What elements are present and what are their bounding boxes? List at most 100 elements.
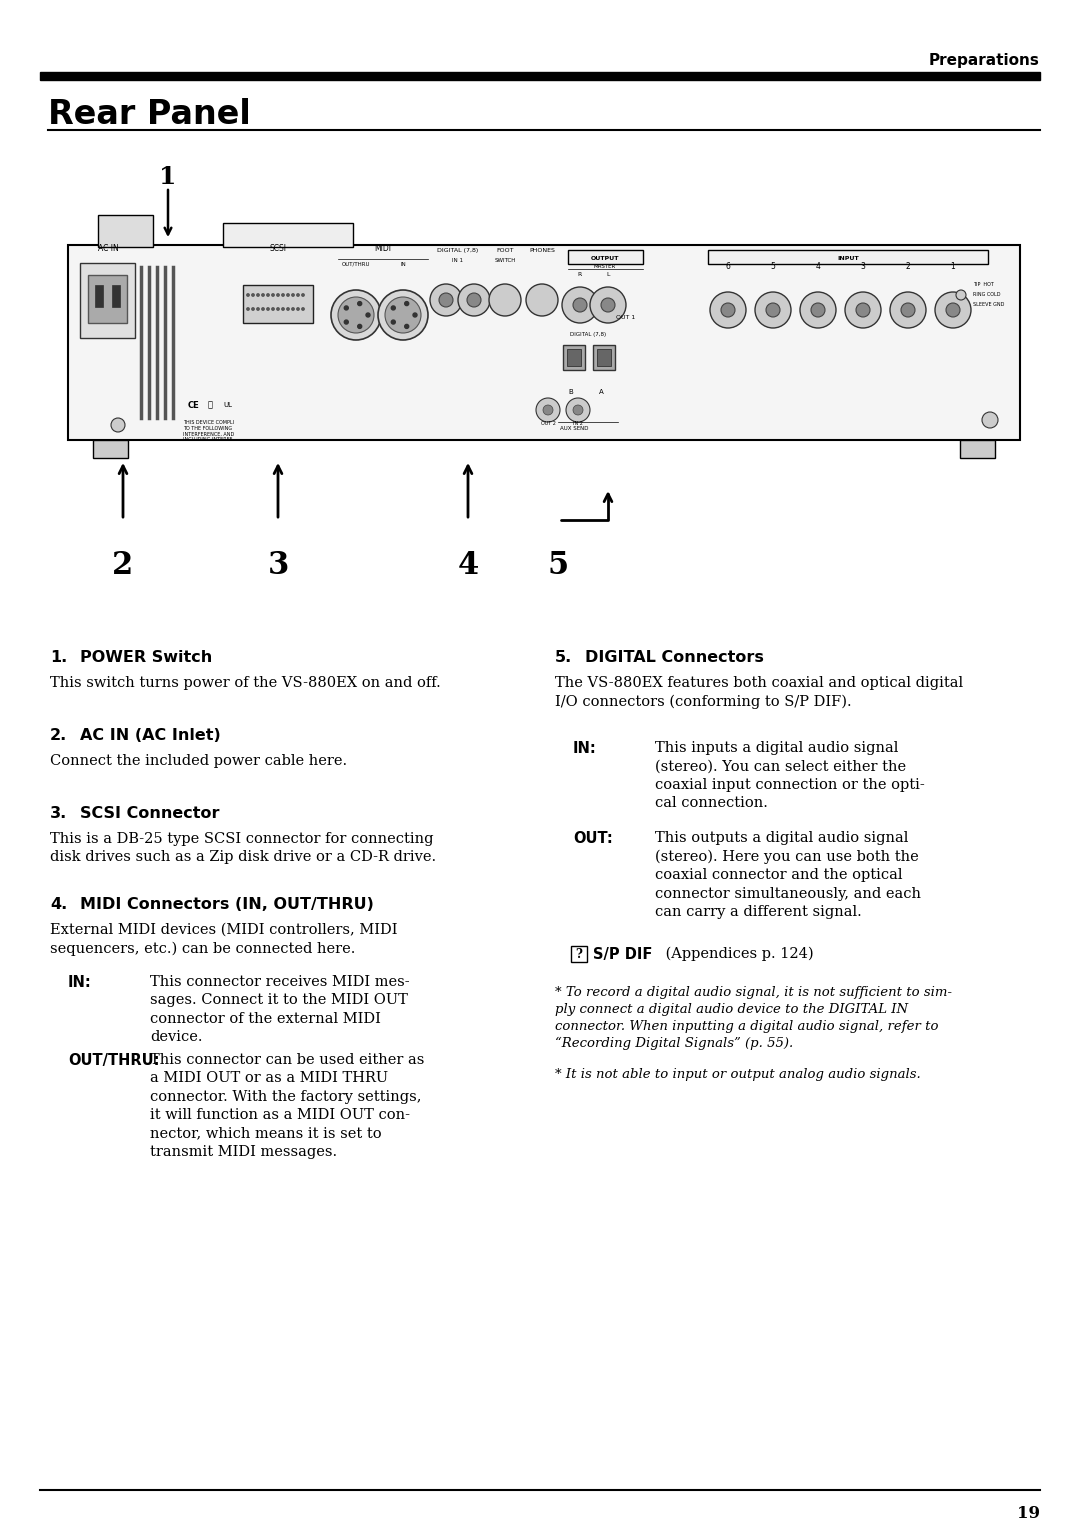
Text: This connector receives MIDI mes-
sages. Connect it to the MIDI OUT
connector of: This connector receives MIDI mes- sages.… [150, 975, 409, 1044]
Circle shape [267, 293, 269, 296]
Circle shape [292, 307, 294, 310]
Text: A: A [598, 390, 604, 396]
Bar [40, 72, 1040, 79]
Bar [571, 946, 588, 963]
Text: PHONES: PHONES [529, 248, 555, 254]
Circle shape [282, 293, 284, 296]
Circle shape [489, 284, 521, 316]
Circle shape [543, 405, 553, 416]
Circle shape [413, 313, 417, 316]
Circle shape [755, 292, 791, 329]
Bar [87, 275, 127, 322]
Circle shape [566, 397, 590, 422]
Circle shape [345, 319, 348, 324]
Bar [567, 348, 581, 367]
Text: * To record a digital audio signal, it is not sufficient to sim-
ply connect a d: * To record a digital audio signal, it i… [555, 986, 951, 1050]
Circle shape [366, 313, 370, 316]
Circle shape [111, 419, 125, 432]
Text: AUX SEND: AUX SEND [561, 425, 589, 431]
Text: UL: UL [222, 402, 232, 408]
Circle shape [257, 293, 259, 296]
Circle shape [287, 293, 289, 296]
Text: 3: 3 [861, 261, 865, 270]
Circle shape [247, 293, 249, 296]
Text: 5: 5 [770, 261, 775, 270]
Text: OUT 1: OUT 1 [617, 315, 636, 319]
Text: This inputs a digital audio signal
(stereo). You can select either the
coaxial i: This inputs a digital audio signal (ster… [654, 741, 924, 810]
Text: IN: IN [400, 261, 406, 267]
Text: OUT/THRU:: OUT/THRU: [68, 1053, 160, 1068]
Circle shape [252, 293, 254, 296]
Text: 4: 4 [815, 261, 821, 270]
Bar [568, 251, 643, 264]
Circle shape [856, 303, 870, 316]
Text: IN 2: IN 2 [573, 422, 583, 426]
Circle shape [573, 405, 583, 416]
Text: 1: 1 [950, 261, 956, 270]
Circle shape [800, 292, 836, 329]
Text: AC IN: AC IN [97, 244, 119, 254]
Text: R: R [578, 272, 582, 277]
Circle shape [391, 306, 395, 310]
Circle shape [811, 303, 825, 316]
Circle shape [956, 290, 966, 299]
Circle shape [458, 284, 490, 316]
Text: OUTPUT: OUTPUT [591, 255, 619, 260]
Text: MIDI Connectors (IN, OUT/THRU): MIDI Connectors (IN, OUT/THRU) [80, 897, 374, 912]
Circle shape [562, 287, 598, 322]
Bar [112, 286, 120, 307]
Text: This outputs a digital audio signal
(stereo). Here you can use both the
coaxial : This outputs a digital audio signal (ste… [654, 831, 921, 920]
Bar [98, 215, 153, 248]
Circle shape [345, 306, 348, 310]
Circle shape [526, 284, 558, 316]
Circle shape [378, 290, 428, 341]
Bar [708, 251, 988, 264]
Text: DIGITAL (7,8): DIGITAL (7,8) [570, 332, 606, 338]
Circle shape [600, 298, 615, 312]
Circle shape [845, 292, 881, 329]
Circle shape [276, 293, 280, 296]
Circle shape [272, 307, 274, 310]
Text: ?: ? [576, 947, 582, 961]
Text: 19: 19 [1017, 1505, 1040, 1522]
Text: RING COLD: RING COLD [973, 292, 1000, 298]
Circle shape [391, 319, 395, 324]
Circle shape [301, 307, 305, 310]
Circle shape [590, 287, 626, 322]
Text: OUT 2: OUT 2 [541, 422, 555, 426]
Circle shape [935, 292, 971, 329]
Circle shape [287, 307, 289, 310]
Text: SWITCH: SWITCH [495, 258, 515, 263]
Text: 5: 5 [548, 550, 568, 581]
Text: (Appendices p. 124): (Appendices p. 124) [661, 947, 813, 961]
Text: MIDI: MIDI [375, 244, 391, 254]
Circle shape [405, 301, 408, 306]
Circle shape [247, 307, 249, 310]
Circle shape [272, 293, 274, 296]
Circle shape [946, 303, 960, 316]
Circle shape [276, 307, 280, 310]
Text: * It is not able to input or output analog audio signals.: * It is not able to input or output anal… [555, 1068, 921, 1080]
Text: Preparations: Preparations [929, 53, 1040, 69]
Text: 3: 3 [268, 550, 288, 581]
Text: Rear Panel: Rear Panel [48, 98, 251, 131]
Text: IN:: IN: [573, 741, 597, 756]
Text: 1.: 1. [50, 649, 67, 665]
Circle shape [252, 307, 254, 310]
Circle shape [901, 303, 915, 316]
Text: IN 1: IN 1 [453, 258, 463, 263]
Circle shape [573, 298, 588, 312]
Circle shape [357, 301, 362, 306]
Text: THIS DEVICE COMPLI
TO THE FOLLOWING
INTERFERENCE, AND
INCLUDING INTERFE: THIS DEVICE COMPLI TO THE FOLLOWING INTE… [183, 420, 234, 443]
Text: DIGITAL Connectors: DIGITAL Connectors [585, 649, 764, 665]
Circle shape [297, 293, 299, 296]
Circle shape [112, 419, 124, 431]
Circle shape [297, 307, 299, 310]
Text: 4.: 4. [50, 897, 67, 912]
Text: Ⓜ: Ⓜ [208, 400, 213, 410]
Text: FOOT: FOOT [496, 248, 514, 254]
Text: L: L [606, 272, 610, 277]
Text: DIGITAL (7,8): DIGITAL (7,8) [437, 248, 478, 254]
Text: 2.: 2. [50, 727, 67, 743]
Circle shape [261, 307, 265, 310]
